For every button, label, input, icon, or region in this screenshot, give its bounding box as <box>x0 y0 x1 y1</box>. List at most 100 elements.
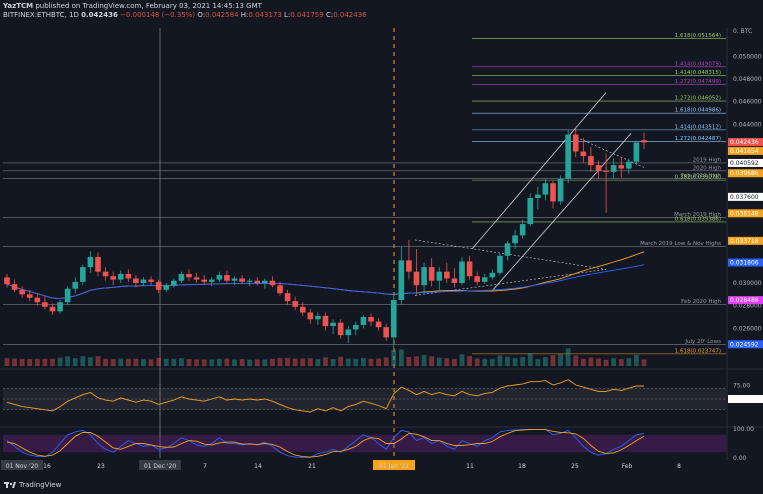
volume-bar <box>573 355 579 366</box>
level-label: 1.272(0.046052) <box>675 96 721 102</box>
volume-bar <box>247 359 253 366</box>
low-value: 0.041759 <box>290 11 324 19</box>
price-tag-label: 0.033718 <box>730 238 759 245</box>
volume-bar <box>436 357 442 366</box>
rsi-line <box>6 379 644 413</box>
time-axis-tag <box>1 460 43 470</box>
volume-bar <box>376 358 381 366</box>
price-tag-label: 0.037600 <box>730 194 759 201</box>
price-tag-label: 0.040592 <box>730 160 759 167</box>
candle-body <box>466 261 473 277</box>
volume-bar <box>19 358 25 366</box>
candle-body <box>277 285 283 294</box>
price-tag <box>728 340 763 349</box>
candle-body <box>497 255 503 273</box>
price-axis-tick: 0.030000 <box>733 280 762 287</box>
candle-body <box>315 315 321 320</box>
time-axis-tag <box>373 460 415 470</box>
candle-body <box>193 277 200 280</box>
volume-bar <box>588 357 594 366</box>
candle-body <box>102 271 109 277</box>
candle-body <box>535 194 541 198</box>
candle-body <box>224 275 230 281</box>
volume-bar <box>338 356 344 366</box>
stoch-axis-tick: 100.00 <box>733 426 754 433</box>
volume-bar <box>141 359 146 366</box>
channel-lower-line <box>492 133 632 291</box>
volume-bar <box>535 359 541 366</box>
candle-body <box>216 275 223 280</box>
triangle-upper-line <box>414 239 607 270</box>
volume-bar <box>512 357 518 366</box>
price-tag-label: 0.039686 <box>730 170 759 177</box>
candle-body <box>618 165 625 169</box>
volume-bar <box>421 355 427 366</box>
tradingview-logo[interactable]: TradingView <box>4 481 61 489</box>
candle-body <box>512 235 518 244</box>
tradingview-logo-icon <box>4 482 16 488</box>
volume-bar <box>156 357 162 366</box>
price-change: −0.000148 (−0.35%) <box>120 11 196 19</box>
candle-body <box>375 321 382 328</box>
volume-bar <box>429 356 435 366</box>
volume-bar <box>232 359 237 366</box>
volume-bar <box>467 356 472 366</box>
channel-upper-line <box>471 92 607 250</box>
candle-body <box>436 271 443 281</box>
candle-body <box>444 271 450 279</box>
candle-body <box>383 327 389 338</box>
time-axis-tick: 14 <box>254 463 262 470</box>
brand-name: TradingView <box>19 481 62 489</box>
symbol-label[interactable]: BITFINEX:ETHBTC, 1D <box>3 11 79 19</box>
candle-body <box>72 281 79 289</box>
volume-bar <box>118 358 124 366</box>
candle-body <box>148 279 154 282</box>
last-price: 0.042436 <box>81 11 118 19</box>
candle-body <box>80 267 86 282</box>
candle-body <box>330 322 336 327</box>
volume-bar <box>307 358 313 366</box>
candle-body <box>519 224 526 236</box>
candle-body <box>292 301 298 307</box>
volume-bar <box>133 358 139 366</box>
high-value: 0.043173 <box>248 11 282 19</box>
volume-bar <box>452 358 457 366</box>
publisher-name[interactable]: YazTCM <box>3 2 34 10</box>
candle-body <box>428 267 435 281</box>
candle-body <box>246 280 253 282</box>
candle-body <box>542 183 549 195</box>
volume-bar <box>72 358 78 366</box>
level-label: March 2019 Low & Nov Highs <box>640 241 721 247</box>
candle-body <box>565 134 571 179</box>
candle-body <box>413 271 420 286</box>
price-axis-tick: 0.046000 <box>733 99 762 106</box>
volume-bar <box>497 355 503 366</box>
candle-body <box>117 273 124 280</box>
candle-body <box>421 267 427 286</box>
volume-bar <box>209 359 215 366</box>
candle-body <box>42 302 48 307</box>
volume-bar <box>186 359 192 366</box>
volume-bar <box>558 354 563 366</box>
volume-bar <box>353 358 359 366</box>
candle-body <box>390 300 397 338</box>
price-tag <box>728 158 763 167</box>
volume-bar <box>110 359 116 366</box>
price-tag <box>728 192 763 201</box>
open-value: 0.042584 <box>205 11 239 19</box>
price-axis-unit: 0. BTC <box>733 28 752 35</box>
high-label: H: <box>240 11 249 19</box>
rsi-value-tag <box>728 395 763 403</box>
volume-bar <box>80 356 86 366</box>
time-axis-tick: 7 <box>203 463 207 470</box>
level-label: 1.414(0.049079) <box>675 61 721 67</box>
candle-body <box>64 288 71 303</box>
price-tag <box>728 169 763 178</box>
candle-body <box>178 273 185 281</box>
volume-bar <box>95 356 101 366</box>
candle-body <box>125 273 132 279</box>
candle-body <box>580 151 587 157</box>
candle-body <box>595 165 602 171</box>
ma-100-line <box>6 264 645 300</box>
